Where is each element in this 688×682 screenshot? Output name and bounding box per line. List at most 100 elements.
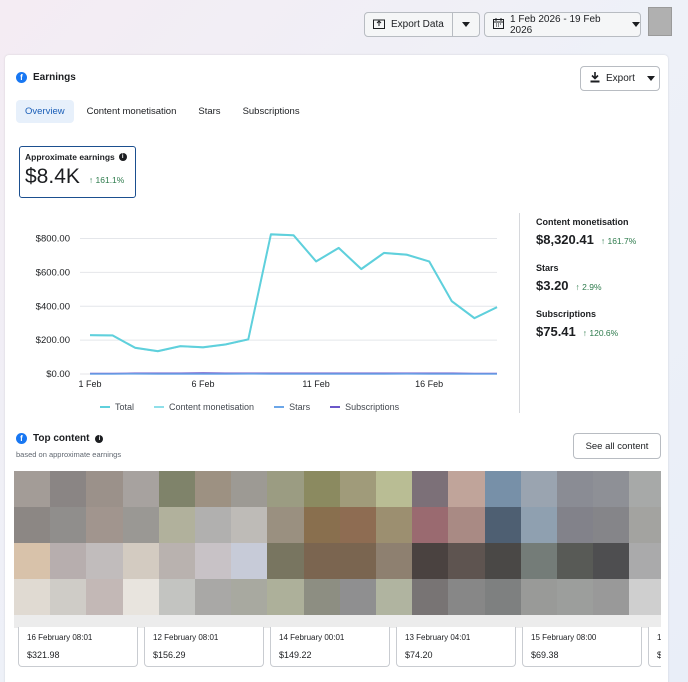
thumbnail-tile [557, 507, 594, 544]
y-tick-label: $0.00 [46, 369, 70, 380]
content-card[interactable]: 13 February 04:01 $74.20 [396, 627, 516, 667]
see-all-content-button[interactable]: See all content [573, 433, 661, 459]
stat-label: Content monetisation [536, 217, 629, 227]
approximate-earnings-value: $8.4K [25, 165, 80, 188]
stat-change: ↑ 2.9% [575, 282, 602, 292]
earnings-title: Earnings [33, 72, 76, 83]
chevron-down-icon [632, 22, 640, 27]
thumbnail-tile [50, 543, 87, 580]
thumbnail-tile [158, 507, 196, 544]
thumbnail-tile [303, 471, 341, 508]
legend-item-content-monetisation[interactable]: Content monetisation [154, 402, 254, 412]
thumbnail-tile [158, 579, 196, 616]
thumbnail-tile [86, 471, 124, 508]
content-date: 16 February 08:01 [27, 633, 93, 642]
thumbnail-tile [412, 471, 449, 508]
thumbnail-tile [14, 579, 51, 616]
stat-label: Stars [536, 263, 559, 273]
y-tick-label: $400.00 [36, 301, 70, 312]
thumbnail-tile [593, 471, 630, 508]
legend-label: Stars [289, 402, 311, 412]
info-icon[interactable]: i [95, 434, 104, 443]
calendar-icon [493, 17, 504, 32]
thumbnail-tile [629, 615, 661, 628]
legend-item-total[interactable]: Total [100, 402, 134, 412]
legend-swatch [330, 406, 341, 408]
export-file-icon [373, 18, 385, 32]
thumbnail-tile [50, 471, 87, 508]
download-icon [590, 71, 600, 86]
thumbnail-tile [231, 615, 268, 628]
content-date: 15 February 08:00 [531, 633, 597, 642]
info-icon[interactable]: i [118, 153, 127, 161]
tab-subscriptions[interactable]: Subscriptions [242, 106, 300, 117]
thumbnail-tile [339, 471, 377, 508]
thumbnail-tile [629, 543, 661, 580]
legend-swatch [274, 406, 285, 408]
export-data-button[interactable]: Export Data [364, 12, 453, 37]
thumbnail-tile [303, 543, 341, 580]
top-content-header: f Top content i [16, 433, 104, 444]
date-range-picker[interactable]: 1 Feb 2026 - 19 Feb 2026 [484, 12, 641, 37]
tab-overview[interactable]: Overview [16, 100, 74, 123]
thumbnail-tile [195, 615, 232, 628]
approximate-earnings-card[interactable]: Approximate earnings i $8.4K ↑ 161.1% [19, 146, 136, 198]
thumbnail-tile [231, 471, 268, 508]
arrow-up-icon: ↑ [88, 175, 94, 185]
content-date: 12 February 08:01 [153, 633, 219, 642]
legend-item-stars[interactable]: Stars [274, 402, 310, 412]
export-button[interactable]: Export [580, 66, 660, 91]
x-tick-label: 11 Feb [302, 379, 329, 389]
facebook-icon: f [16, 72, 27, 83]
content-earnings: $6 [657, 650, 661, 660]
thumbnail-tile [557, 579, 594, 616]
content-date: 14 February 00:01 [279, 633, 345, 642]
divider [519, 213, 520, 413]
thumbnail-tile [412, 615, 449, 628]
content-earnings: $321.98 [27, 650, 60, 660]
thumbnail-tile [50, 615, 87, 628]
thumbnail-tile [520, 507, 558, 544]
legend-label: Subscriptions [345, 402, 400, 412]
thumbnail-tile [14, 543, 51, 580]
thumbnail-tile [448, 471, 486, 508]
thumbnail-tile [195, 471, 232, 508]
thumbnail-tile [376, 615, 413, 628]
thumbnail-tile [122, 615, 160, 628]
y-tick-label: $800.00 [36, 234, 70, 245]
thumbnail-tile [86, 579, 124, 616]
content-card[interactable]: 15 February 08:00 $69.38 [522, 627, 642, 667]
thumbnail-tile [14, 471, 51, 508]
earnings-line-chart: $0.00 $200.00 $400.00 $600.00 $800.00 1 Feb 6 … [36, 233, 498, 389]
thumbnail-tile [122, 543, 160, 580]
tab-stars[interactable]: Stars [198, 106, 221, 117]
content-earnings: $149.22 [279, 650, 312, 660]
thumbnail-tile [231, 507, 268, 544]
content-earnings: $156.29 [153, 650, 186, 660]
content-card[interactable]: 16 February 08:01 $321.98 [18, 627, 138, 667]
content-card[interactable]: 14 February 00:01 $149.22 [270, 627, 390, 667]
legend-item-subscriptions[interactable]: Subscriptions [330, 402, 399, 412]
thumbnail-tile [629, 507, 661, 544]
stat-value: $75.41 [536, 324, 576, 339]
content-card[interactable]: 14 $6 [648, 627, 661, 667]
legend-label: Total [115, 402, 135, 412]
thumbnail-tile [303, 507, 341, 544]
content-card[interactable]: 12 February 08:01 $156.29 [144, 627, 264, 667]
earnings-tabs: Overview Content monetisation Stars Subs… [16, 100, 313, 123]
thumbnail-tile [122, 507, 160, 544]
thumbnail-tile [303, 579, 341, 616]
thumbnail-tile [14, 615, 51, 628]
thumbnail-tile [86, 615, 124, 628]
thumbnail-tile [557, 471, 594, 508]
export-data-dropdown-button[interactable] [452, 12, 480, 37]
x-tick-label: 16 Feb [415, 379, 443, 389]
avatar[interactable] [648, 7, 672, 36]
thumbnail-tile [629, 471, 661, 508]
thumbnail-tile [593, 507, 630, 544]
thumbnail-tile [448, 543, 486, 580]
thumbnail-tile [267, 579, 305, 616]
thumbnail-tile [86, 507, 124, 544]
thumbnail-tile [484, 471, 522, 508]
tab-content-monetisation[interactable]: Content monetisation [86, 106, 177, 117]
